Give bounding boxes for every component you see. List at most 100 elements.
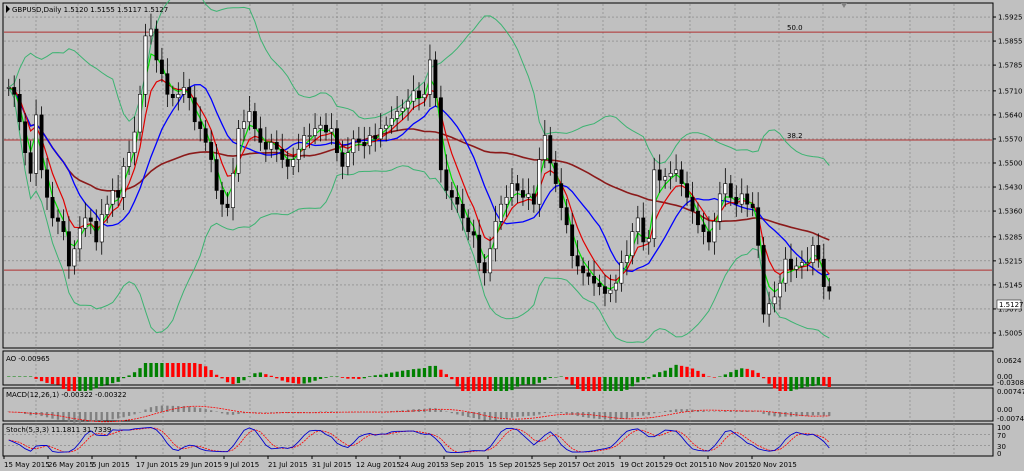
- candle-body: [318, 124, 323, 129]
- date-tick-label: 31 Jul 2015: [312, 461, 352, 469]
- candle-body: [488, 248, 493, 274]
- candle-body: [143, 35, 148, 95]
- candle-body: [181, 87, 186, 95]
- candle-body: [717, 193, 722, 222]
- candle-body: [641, 217, 646, 243]
- candle-body: [296, 148, 301, 160]
- candle-body: [526, 193, 531, 198]
- candle-body: [417, 90, 421, 99]
- price-tag: 1.5127: [999, 301, 1024, 309]
- candle-body: [559, 183, 564, 208]
- candle-body: [313, 128, 318, 136]
- date-tick-label: 19 Oct 2015: [620, 461, 663, 469]
- candle-body: [110, 190, 115, 205]
- price-tick-label: 1.5785: [998, 62, 1023, 70]
- candle-body: [198, 121, 203, 129]
- price-tick-label: 1.5285: [998, 233, 1023, 241]
- candle-body: [466, 217, 471, 232]
- candle-body: [23, 121, 28, 153]
- candle-body: [220, 190, 225, 205]
- candle-body: [362, 142, 367, 147]
- candle-body: [225, 203, 230, 208]
- candle-body: [723, 183, 728, 195]
- candle-body: [132, 131, 137, 153]
- candle-body: [438, 97, 443, 171]
- price-tick-label: 1.5145: [998, 281, 1023, 289]
- ao-label: AO -0.00965: [6, 355, 50, 363]
- candle-body: [685, 183, 689, 198]
- macd-axis-label: 0.00747: [997, 388, 1024, 396]
- candle-body: [460, 203, 465, 219]
- candle-body: [597, 282, 602, 287]
- candle-body: [351, 138, 356, 153]
- candle-body: [520, 190, 525, 198]
- candle-body: [209, 142, 214, 160]
- ao-axis-label: 0.00: [997, 373, 1013, 381]
- price-tick-label: 1.5430: [998, 184, 1023, 192]
- candle-body: [652, 169, 657, 239]
- date-tick-label: 29 Jun 2015: [180, 461, 222, 469]
- candle-body: [668, 172, 673, 178]
- candle-body: [422, 93, 427, 99]
- candle-body: [34, 114, 39, 174]
- candle-body: [231, 172, 235, 208]
- candle-body: [291, 159, 296, 167]
- candle-body: [531, 193, 536, 205]
- date-tick-label: 7 Oct 2015: [576, 461, 615, 469]
- candle-body: [345, 152, 350, 167]
- candle-body: [307, 135, 312, 137]
- candle-body: [236, 128, 241, 174]
- date-tick-label: 21 Jul 2015: [268, 461, 308, 469]
- candle-body: [739, 193, 744, 205]
- candle-body: [581, 265, 586, 274]
- price-tick-label: 1.5855: [998, 38, 1023, 46]
- candle-body: [706, 231, 711, 243]
- date-tick-label: 24 Aug 2015: [400, 461, 445, 469]
- candle-body: [767, 303, 772, 315]
- macd-axis-label: 0.00: [997, 406, 1013, 414]
- stoch-axis-label: 100: [997, 424, 1010, 432]
- candle-body: [603, 286, 607, 294]
- candle-body: [750, 203, 755, 208]
- candles: [6, 13, 832, 327]
- candle-body: [302, 135, 307, 150]
- candle-body: [274, 142, 279, 150]
- price-tick-label: 1.5640: [998, 111, 1023, 119]
- candle-body: [50, 197, 55, 219]
- candle-body: [83, 217, 88, 229]
- candle-body: [329, 128, 334, 133]
- candle-body: [734, 197, 739, 205]
- candle-body: [493, 221, 498, 250]
- candle-body: [247, 111, 252, 123]
- candle-body: [799, 262, 804, 267]
- date-tick-label: 15 May 2015: [4, 461, 50, 469]
- candle-body: [72, 248, 77, 267]
- candle-body: [45, 169, 49, 198]
- candle-body: [455, 197, 460, 205]
- candle-body: [149, 28, 153, 37]
- candle-body: [187, 87, 192, 99]
- date-tick-label: 5 Jun 2015: [92, 461, 130, 469]
- candle-body: [285, 159, 290, 167]
- fibo-levels: 50.0 38.2: [4, 24, 992, 271]
- candle-body: [679, 169, 684, 184]
- candle-body: [542, 135, 547, 160]
- candle-body: [165, 73, 170, 95]
- candle-body: [116, 190, 121, 198]
- stoch-axis-label: 70: [997, 432, 1006, 440]
- candle-body: [624, 255, 629, 263]
- candle-body: [373, 135, 378, 140]
- candle-body: [263, 142, 268, 150]
- candle-body: [515, 183, 520, 191]
- price-tick-label: 1.5360: [998, 208, 1023, 216]
- candle-body: [258, 128, 263, 143]
- indicator-lines: [8, 0, 830, 343]
- scroll-marker-icon[interactable]: [841, 3, 847, 8]
- candle-body: [400, 107, 405, 112]
- candle-body: [756, 207, 761, 246]
- candle-body: [827, 286, 832, 292]
- candle-body: [335, 128, 339, 153]
- candle-body: [821, 258, 826, 287]
